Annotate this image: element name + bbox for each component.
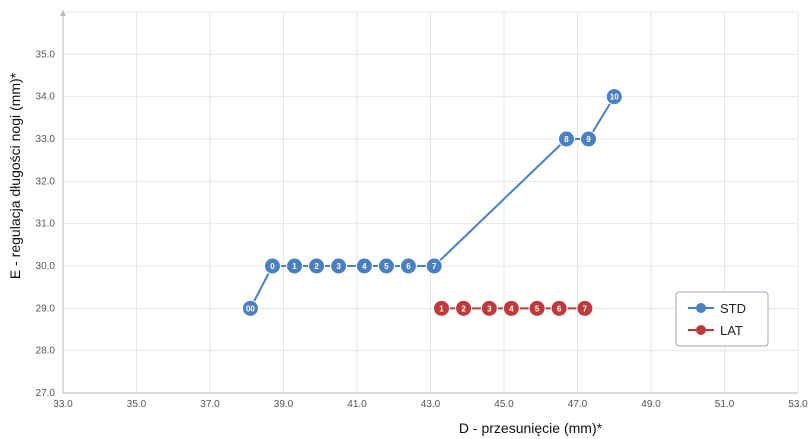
data-point xyxy=(330,257,348,275)
data-point xyxy=(480,299,498,317)
x-tick-label: 53.0 xyxy=(788,399,808,410)
data-point-label: 10 xyxy=(610,93,619,102)
x-tick-label: 35.0 xyxy=(127,399,147,410)
data-point-label: 00 xyxy=(246,304,255,313)
data-point-label: 1 xyxy=(439,304,444,313)
data-point xyxy=(355,257,373,275)
legend-label-std: STD xyxy=(720,301,746,316)
y-tick-label: 32.0 xyxy=(36,176,56,187)
data-point-label: 9 xyxy=(586,135,591,144)
legend-marker-std xyxy=(696,303,706,313)
data-point-label: 3 xyxy=(336,262,341,271)
y-tick-label: 31.0 xyxy=(36,219,56,230)
series-lat: 1 2 3 4 5 6 7 xyxy=(433,299,594,317)
y-axis-title: E - regulacja długości nogi (mm)* xyxy=(7,72,23,279)
data-point xyxy=(502,299,520,317)
x-tick-label: 33.0 xyxy=(53,399,73,410)
data-point-label: 7 xyxy=(583,304,588,313)
data-point xyxy=(263,257,281,275)
data-point xyxy=(286,257,304,275)
data-point xyxy=(399,257,417,275)
y-tick-label: 34.0 xyxy=(36,92,56,103)
data-point xyxy=(241,299,259,317)
data-point-label: 1 xyxy=(292,262,297,271)
data-point xyxy=(576,299,594,317)
data-point-label: 2 xyxy=(314,262,319,271)
data-point-label: 7 xyxy=(432,262,437,271)
data-point-label: 6 xyxy=(406,262,411,271)
data-point xyxy=(455,299,473,317)
data-point xyxy=(308,257,326,275)
data-point xyxy=(580,130,598,148)
data-point-label: 2 xyxy=(461,304,466,313)
data-point xyxy=(557,130,575,148)
data-point-label: 8 xyxy=(564,135,569,144)
x-tick-label: 37.0 xyxy=(200,399,220,410)
legend-label-lat: LAT xyxy=(720,323,743,338)
data-point-label: 4 xyxy=(362,262,367,271)
legend: STD LAT xyxy=(675,291,769,347)
y-axis-arrow xyxy=(60,10,66,16)
y-tick-label: 27.0 xyxy=(36,388,56,399)
x-tick-label: 43.0 xyxy=(421,399,441,410)
y-tick-label: 35.0 xyxy=(36,49,56,60)
data-point xyxy=(550,299,568,317)
data-point-label: 0 xyxy=(270,262,275,271)
series-line-std xyxy=(249,96,616,309)
data-point xyxy=(528,299,546,317)
data-point-label: 3 xyxy=(487,304,492,313)
data-point-label: 6 xyxy=(557,304,562,313)
series-std: 000 1 2 3 4 5 6 78 910 xyxy=(241,88,623,317)
x-tick-label: 41.0 xyxy=(347,399,367,410)
y-tick-label: 33.0 xyxy=(36,134,56,145)
data-point-label: 4 xyxy=(509,304,514,313)
y-tick-label: 28.0 xyxy=(36,346,56,357)
data-point xyxy=(433,299,451,317)
x-axis-title: D - przesunięcie (mm)* xyxy=(459,420,603,436)
y-tick-label: 30.0 xyxy=(36,261,56,272)
data-point xyxy=(605,88,623,106)
x-tick-label: 45.0 xyxy=(494,399,514,410)
data-point xyxy=(425,257,443,275)
y-tick-label: 29.0 xyxy=(36,303,56,314)
legend-marker-lat xyxy=(696,325,706,335)
x-tick-label: 51.0 xyxy=(715,399,735,410)
data-point-label: 5 xyxy=(535,304,540,313)
x-tick-label: 39.0 xyxy=(274,399,294,410)
data-point-label: 5 xyxy=(384,262,389,271)
x-tick-label: 49.0 xyxy=(641,399,661,410)
data-point xyxy=(377,257,395,275)
x-tick-label: 47.0 xyxy=(568,399,588,410)
